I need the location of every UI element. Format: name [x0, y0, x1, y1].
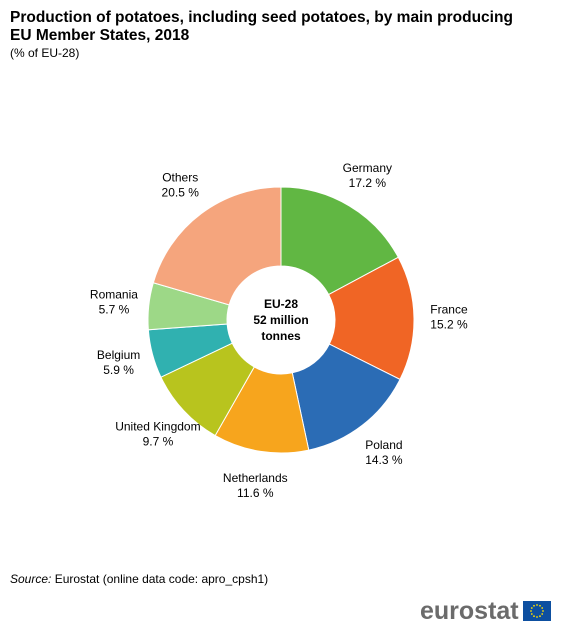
slice-label-poland: Poland 14.3 % [365, 438, 403, 467]
center-label-line: tonnes [261, 329, 301, 343]
eurostat-logo-text: eurostat [420, 597, 519, 625]
slice-label-netherlands: Netherlands 11.6 % [223, 471, 288, 500]
source-label: Source: [10, 572, 52, 586]
center-label-line: 52 million [253, 313, 308, 327]
center-label: EU-28 52 million tonnes [253, 297, 308, 343]
slice-others [152, 186, 282, 306]
donut-slices [147, 186, 415, 454]
slice-poland [291, 343, 401, 451]
slice-france [327, 256, 415, 381]
slice-label-united-kingdom: United Kingdom 9.7 % [115, 419, 200, 448]
slice-labels: Germany 17.2 % France 15.2 % Poland 14.3 % Net… [90, 161, 468, 500]
slice-label-others: Others 20.5 % [162, 171, 200, 200]
eurostat-logo: eurostat [420, 596, 551, 626]
eu-flag-icon [522, 601, 551, 621]
slice-label-belgium: Belgium 5.9 % [97, 348, 140, 377]
source-note: Source: Eurostat (online data code: apro… [10, 572, 268, 586]
chart-subtitle: (% of EU-28) [10, 46, 80, 60]
chart-title: Production of potatoes, including seed p… [10, 9, 513, 44]
slice-label-romania: Romania 5.7 % [90, 287, 138, 316]
slice-germany [280, 186, 399, 296]
slice-label-france: France 15.2 % [430, 303, 468, 332]
center-label-line: EU-28 [264, 297, 298, 311]
source-text: Eurostat (online data code: apro_cpsh1) [54, 572, 269, 586]
slice-label-germany: Germany 17.2 % [343, 161, 392, 190]
